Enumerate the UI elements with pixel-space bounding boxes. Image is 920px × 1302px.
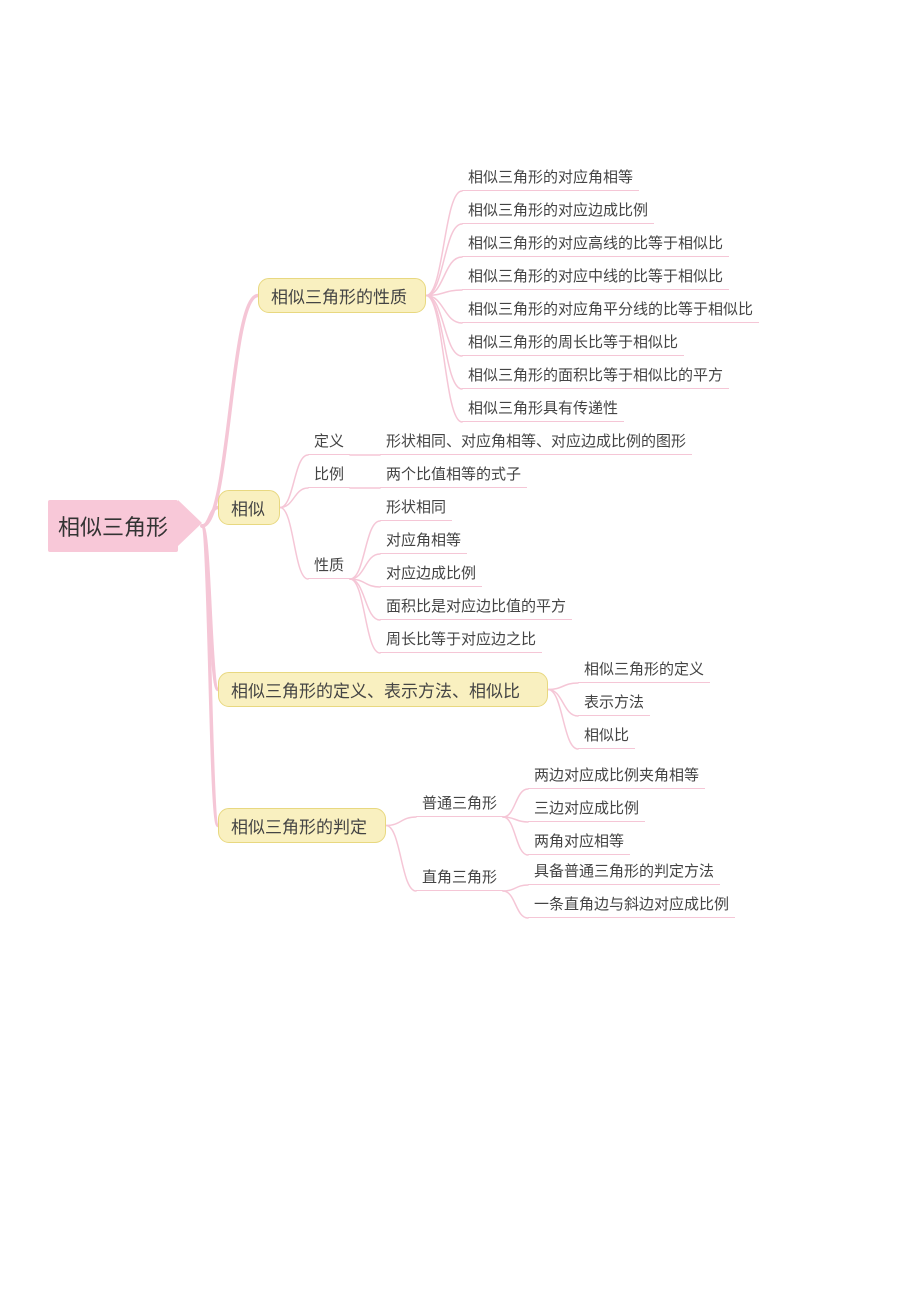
leaf: 具备普通三角形的判定方法 (528, 858, 720, 885)
leaf: 形状相同、对应角相等、对应边成比例的图形 (380, 428, 692, 455)
branch-definition-notation: 相似三角形的定义、表示方法、相似比 (218, 672, 548, 707)
leaf: 相似三角形的对应中线的比等于相似比 (462, 263, 729, 290)
leaf: 两角对应相等 (528, 828, 630, 855)
subbranch-right-triangle: 直角三角形 (416, 864, 503, 891)
leaf: 相似三角形的对应角相等 (462, 164, 639, 191)
leaf: 一条直角边与斜边对应成比例 (528, 891, 735, 918)
leaf: 表示方法 (578, 689, 650, 716)
subbranch-ratio: 比例 (308, 461, 350, 488)
subbranch-normal-triangle: 普通三角形 (416, 790, 503, 817)
leaf: 周长比等于对应边之比 (380, 626, 542, 653)
leaf: 形状相同 (380, 494, 452, 521)
leaf: 相似三角形的面积比等于相似比的平方 (462, 362, 729, 389)
branch-judgment: 相似三角形的判定 (218, 808, 386, 843)
branch-properties: 相似三角形的性质 (258, 278, 426, 313)
root-node: 相似三角形 (48, 500, 178, 552)
subbranch-properties: 性质 (308, 552, 350, 579)
leaf: 面积比是对应边比值的平方 (380, 593, 572, 620)
leaf: 相似三角形的定义 (578, 656, 710, 683)
leaf: 相似比 (578, 722, 635, 749)
subbranch-definition: 定义 (308, 428, 350, 455)
mindmap-canvas: 相似三角形 相似三角形的性质 相似三角形的对应角相等 相似三角形的对应边成比例 … (0, 0, 920, 1302)
leaf: 相似三角形的对应角平分线的比等于相似比 (462, 296, 759, 323)
leaf: 对应边成比例 (380, 560, 482, 587)
leaf: 相似三角形的对应边成比例 (462, 197, 654, 224)
branch-similar: 相似 (218, 490, 280, 525)
leaf: 两个比值相等的式子 (380, 461, 527, 488)
leaf: 相似三角形的对应高线的比等于相似比 (462, 230, 729, 257)
leaf: 两边对应成比例夹角相等 (528, 762, 705, 789)
leaf: 对应角相等 (380, 527, 467, 554)
leaf: 相似三角形的周长比等于相似比 (462, 329, 684, 356)
leaf: 相似三角形具有传递性 (462, 395, 624, 422)
leaf: 三边对应成比例 (528, 795, 645, 822)
